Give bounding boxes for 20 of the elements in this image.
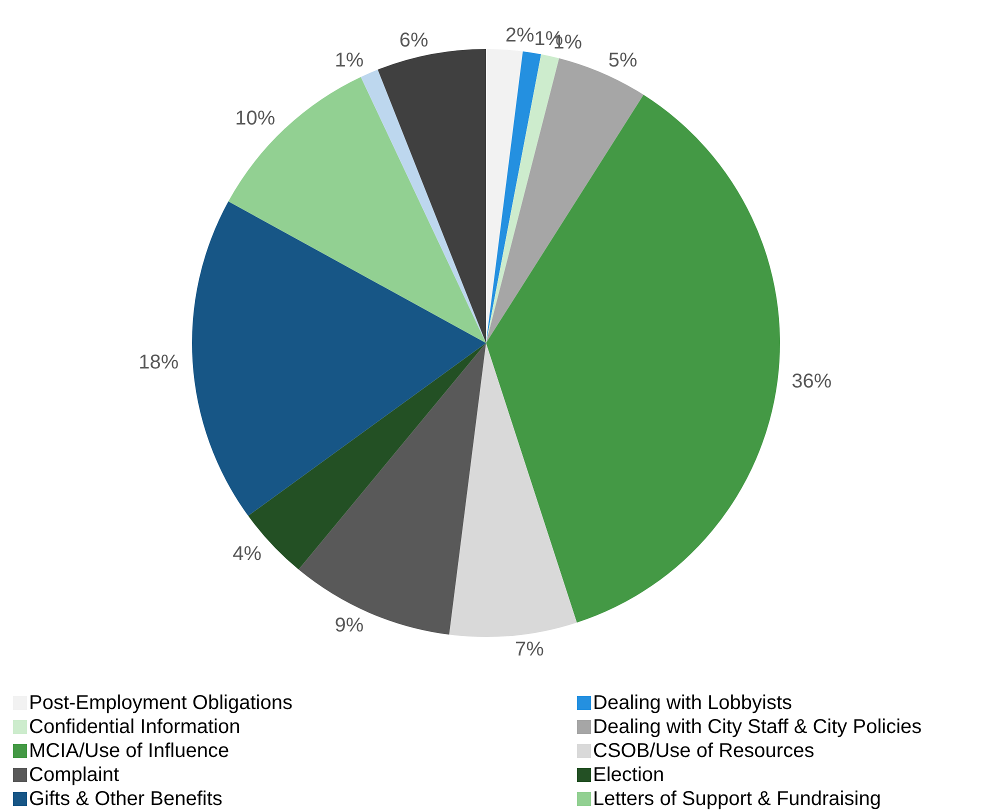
legend-label: Election — [593, 764, 664, 786]
legend-label: Dealing with Lobbyists — [593, 692, 792, 714]
legend-label: CSOB/Use of Resources — [593, 740, 814, 762]
data-label: 10% — [235, 107, 276, 130]
legend-label: MCIA/Use of Influence — [29, 740, 230, 762]
legend-label: Confidential Information — [29, 716, 240, 738]
data-label: 18% — [138, 351, 179, 374]
data-label: 5% — [608, 49, 638, 72]
legend-label: Dealing with City Staff & City Policies — [593, 716, 922, 738]
data-label: 36% — [792, 370, 832, 393]
data-label: 4% — [232, 542, 262, 565]
legend-label: Letters of Support & Fundraising — [593, 788, 881, 810]
data-label: 7% — [514, 638, 544, 661]
legend-label: Gifts & Other Benefits — [29, 788, 222, 810]
legend-label: Post-Employment Obligations — [29, 692, 292, 714]
data-label: 1% — [334, 49, 364, 72]
legend-label: Complaint — [29, 764, 120, 786]
data-label: 6% — [399, 29, 429, 52]
data-label: 9% — [334, 614, 364, 637]
data-label: 2% — [505, 24, 534, 47]
